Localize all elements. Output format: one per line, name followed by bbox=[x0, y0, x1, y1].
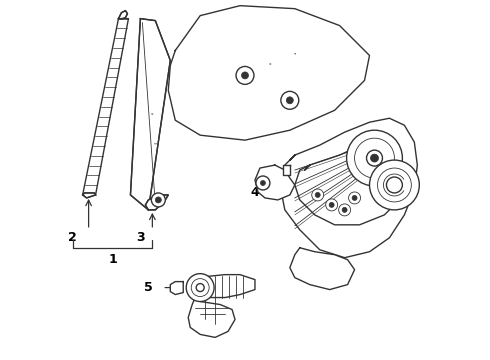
Polygon shape bbox=[188, 298, 235, 337]
Circle shape bbox=[329, 202, 334, 207]
Polygon shape bbox=[290, 248, 355, 289]
Circle shape bbox=[348, 192, 361, 204]
Circle shape bbox=[352, 195, 357, 201]
Circle shape bbox=[151, 193, 165, 207]
Polygon shape bbox=[146, 195, 168, 210]
Polygon shape bbox=[168, 6, 369, 140]
Circle shape bbox=[196, 284, 204, 292]
Text: ''': ''' bbox=[153, 143, 158, 148]
Polygon shape bbox=[130, 19, 171, 210]
Text: '': '' bbox=[293, 53, 296, 58]
Circle shape bbox=[186, 274, 214, 302]
Circle shape bbox=[242, 72, 248, 79]
Polygon shape bbox=[83, 19, 128, 195]
Polygon shape bbox=[195, 275, 255, 298]
Polygon shape bbox=[119, 11, 127, 19]
Circle shape bbox=[286, 97, 294, 104]
Text: '': '' bbox=[150, 112, 154, 118]
Circle shape bbox=[191, 279, 209, 297]
Circle shape bbox=[261, 180, 266, 185]
Text: 3: 3 bbox=[136, 231, 145, 244]
Polygon shape bbox=[283, 165, 290, 175]
Circle shape bbox=[315, 193, 320, 197]
Polygon shape bbox=[295, 145, 404, 225]
Circle shape bbox=[370, 154, 378, 162]
Circle shape bbox=[355, 138, 394, 178]
Circle shape bbox=[369, 160, 419, 210]
Circle shape bbox=[377, 168, 412, 202]
Text: 5: 5 bbox=[144, 281, 153, 294]
Text: '': '' bbox=[268, 62, 272, 68]
Polygon shape bbox=[171, 282, 183, 294]
Circle shape bbox=[326, 199, 338, 211]
Circle shape bbox=[342, 207, 347, 212]
Circle shape bbox=[339, 204, 350, 216]
Circle shape bbox=[281, 91, 299, 109]
Circle shape bbox=[236, 67, 254, 84]
Polygon shape bbox=[83, 193, 96, 198]
Text: 2: 2 bbox=[68, 231, 77, 244]
Circle shape bbox=[346, 130, 402, 186]
Circle shape bbox=[387, 177, 402, 193]
Circle shape bbox=[312, 189, 324, 201]
Polygon shape bbox=[280, 118, 417, 258]
Text: 4: 4 bbox=[250, 186, 259, 199]
Circle shape bbox=[367, 150, 383, 166]
Circle shape bbox=[155, 197, 161, 203]
Text: 1: 1 bbox=[108, 253, 117, 266]
Polygon shape bbox=[255, 165, 295, 200]
Circle shape bbox=[256, 176, 270, 190]
